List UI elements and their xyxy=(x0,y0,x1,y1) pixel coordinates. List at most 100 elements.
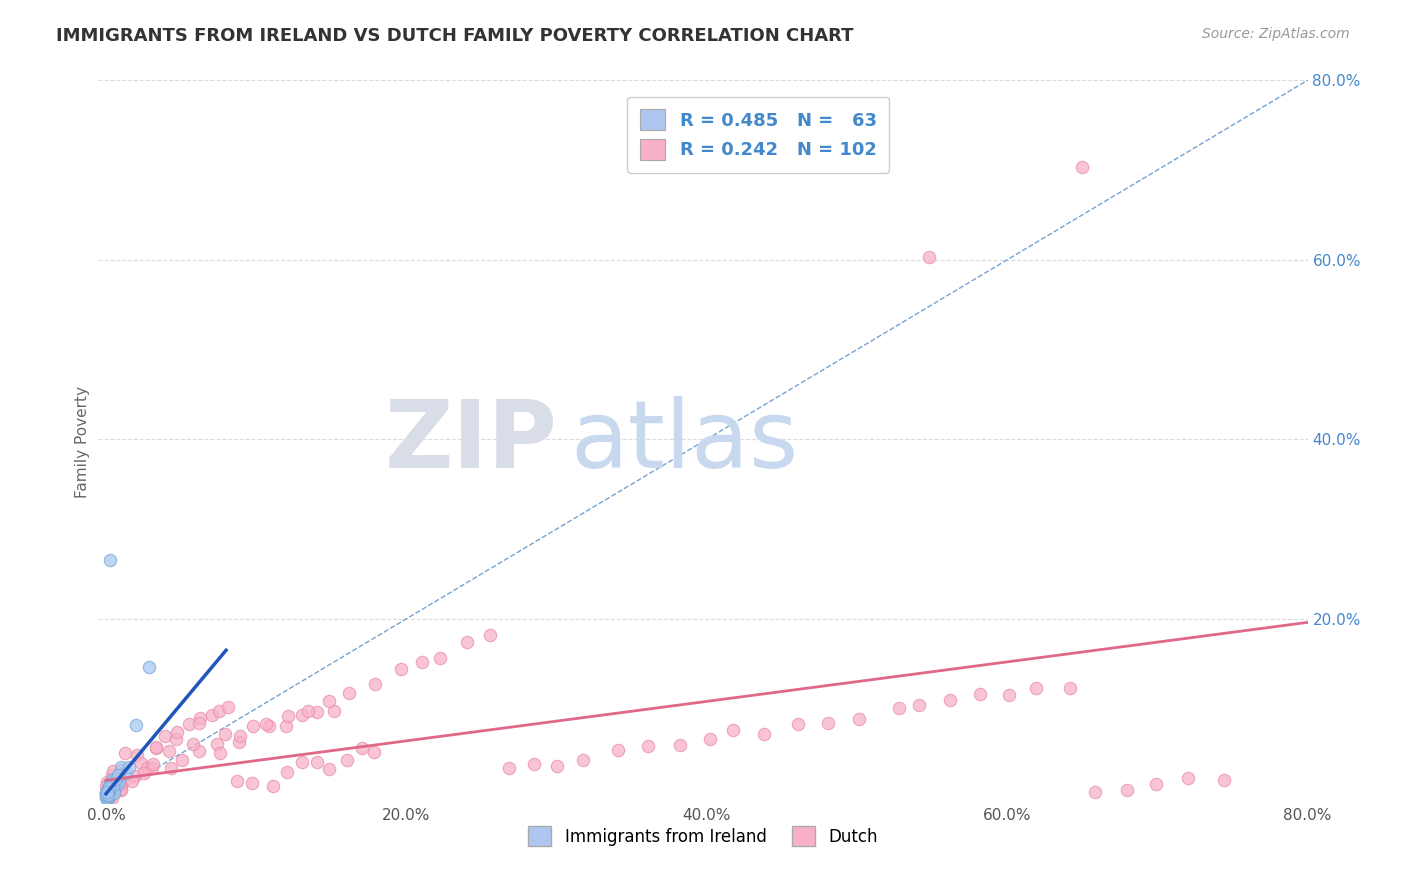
Point xyxy=(107,768,129,782)
Point xyxy=(134,765,156,780)
Point xyxy=(101,778,124,792)
Point xyxy=(125,718,148,732)
Point xyxy=(969,687,991,701)
Point xyxy=(1084,785,1107,799)
Point xyxy=(103,779,125,793)
Point xyxy=(97,783,120,797)
Point xyxy=(100,783,122,797)
Point xyxy=(101,779,124,793)
Point xyxy=(110,763,132,777)
Point xyxy=(1177,771,1199,785)
Point xyxy=(172,753,194,767)
Point xyxy=(97,783,120,797)
Point xyxy=(98,553,121,567)
Point xyxy=(336,753,359,767)
Point xyxy=(363,745,385,759)
Point xyxy=(112,774,135,789)
Point xyxy=(262,779,284,793)
Point xyxy=(637,739,659,754)
Point xyxy=(97,781,120,796)
Point xyxy=(364,677,387,691)
Point xyxy=(456,634,478,648)
Text: ZIP: ZIP xyxy=(385,395,558,488)
Point xyxy=(100,777,122,791)
Point xyxy=(165,732,187,747)
Point xyxy=(97,783,120,797)
Point xyxy=(97,781,120,796)
Point xyxy=(389,662,412,676)
Point xyxy=(240,776,263,790)
Point xyxy=(97,790,120,805)
Point xyxy=(114,746,136,760)
Point xyxy=(787,717,810,731)
Point xyxy=(97,784,120,798)
Point xyxy=(98,782,121,797)
Point xyxy=(752,726,775,740)
Point xyxy=(918,250,941,264)
Point xyxy=(94,784,117,798)
Point xyxy=(94,789,117,803)
Point xyxy=(274,719,297,733)
Point xyxy=(94,779,117,793)
Point xyxy=(97,786,120,800)
Legend: Immigrants from Ireland, Dutch: Immigrants from Ireland, Dutch xyxy=(522,820,884,852)
Point xyxy=(110,782,132,797)
Point xyxy=(97,785,120,799)
Point xyxy=(166,724,188,739)
Point xyxy=(97,783,120,797)
Point xyxy=(721,723,744,737)
Point xyxy=(94,788,117,802)
Point xyxy=(887,701,910,715)
Point xyxy=(1144,777,1167,791)
Point xyxy=(817,715,839,730)
Point xyxy=(104,774,127,789)
Point xyxy=(124,769,146,783)
Point xyxy=(96,790,118,805)
Point xyxy=(187,744,209,758)
Point xyxy=(98,784,121,798)
Point xyxy=(98,780,121,795)
Point xyxy=(101,772,124,786)
Point xyxy=(101,782,124,797)
Point xyxy=(100,784,122,798)
Point xyxy=(98,785,121,799)
Point xyxy=(103,785,125,799)
Point xyxy=(103,764,125,779)
Point xyxy=(101,791,124,805)
Point xyxy=(429,650,451,665)
Point xyxy=(105,772,128,786)
Point xyxy=(205,737,228,751)
Point xyxy=(998,688,1021,702)
Point xyxy=(101,773,124,788)
Point xyxy=(108,777,131,791)
Point xyxy=(352,740,374,755)
Point xyxy=(103,783,125,797)
Point xyxy=(97,789,120,803)
Point xyxy=(523,757,546,772)
Point xyxy=(96,791,118,805)
Point xyxy=(606,743,628,757)
Point xyxy=(118,759,141,773)
Point xyxy=(98,786,121,800)
Point xyxy=(141,761,163,775)
Point xyxy=(228,735,250,749)
Point xyxy=(907,698,929,712)
Point xyxy=(101,778,124,792)
Text: atlas: atlas xyxy=(569,395,799,488)
Point xyxy=(337,686,360,700)
Point xyxy=(498,761,520,775)
Point xyxy=(96,789,118,803)
Point xyxy=(97,788,120,802)
Point xyxy=(145,741,167,756)
Point xyxy=(142,757,165,772)
Point xyxy=(145,740,167,755)
Point xyxy=(100,775,122,789)
Point xyxy=(187,715,209,730)
Point xyxy=(226,774,249,789)
Point xyxy=(100,780,122,794)
Point xyxy=(98,776,121,790)
Point xyxy=(97,789,120,804)
Point xyxy=(100,781,122,796)
Point xyxy=(188,711,211,725)
Point xyxy=(98,786,121,800)
